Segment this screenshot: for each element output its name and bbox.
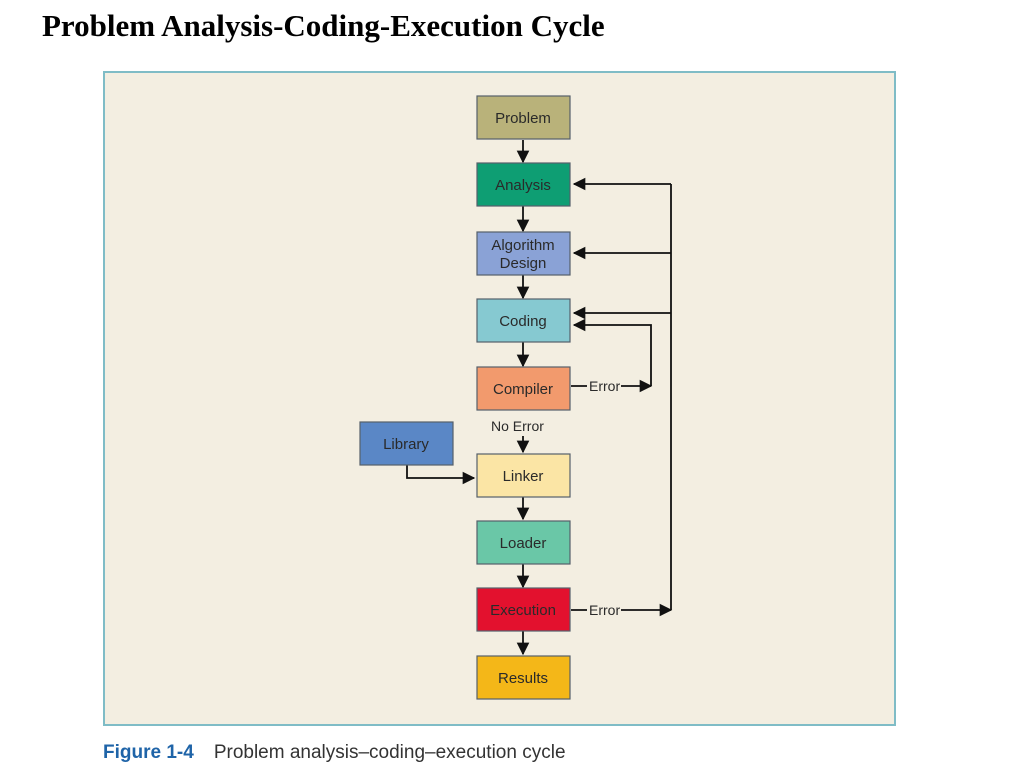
linker-node: Linker: [476, 453, 571, 498]
page-title: Problem Analysis-Coding-Execution Cycle: [42, 8, 605, 43]
library-node: Library: [359, 421, 454, 466]
loader-node: Loader: [476, 520, 571, 565]
svg-text:Loader: Loader: [500, 535, 547, 552]
svg-text:Coding: Coding: [499, 313, 547, 330]
svg-text:Problem: Problem: [495, 110, 551, 127]
svg-text:Linker: Linker: [503, 468, 544, 485]
svg-text:Results: Results: [498, 670, 548, 687]
svg-text:Library: Library: [383, 436, 429, 453]
analysis-node: Analysis: [476, 162, 571, 207]
compiler-error-label: Error: [589, 378, 620, 394]
svg-text:Design: Design: [500, 255, 547, 272]
library-to-linker-arrow: [406, 465, 476, 485]
svg-text:Compiler: Compiler: [493, 381, 553, 398]
svg-text:Execution: Execution: [490, 602, 556, 619]
compiler-error-return-arrow: [572, 318, 652, 386]
coding-node: Coding: [476, 298, 571, 343]
svg-text:Analysis: Analysis: [495, 177, 551, 194]
problem-node: Problem: [476, 95, 571, 140]
flowchart-figure: Error No Error Error Problem Analysis Al…: [103, 71, 896, 726]
figure-caption-text: Problem analysis–coding–execution cycle: [213, 742, 566, 763]
flowchart-diagram: Error No Error Error Problem Analysis Al…: [359, 95, 673, 700]
svg-text:Algorithm: Algorithm: [491, 237, 554, 254]
compiler-node: Compiler: [476, 366, 571, 411]
no-error-label: No Error: [491, 418, 544, 434]
figure-number: Figure 1-4: [103, 742, 194, 763]
results-node: Results: [476, 655, 571, 700]
execution-node: Execution: [476, 587, 571, 632]
algorithm-design-node: Algorithm Design: [476, 231, 571, 276]
execution-error-label: Error: [589, 602, 620, 618]
figure-caption: Figure 1-4 Problem analysis–coding–execut…: [103, 742, 566, 764]
